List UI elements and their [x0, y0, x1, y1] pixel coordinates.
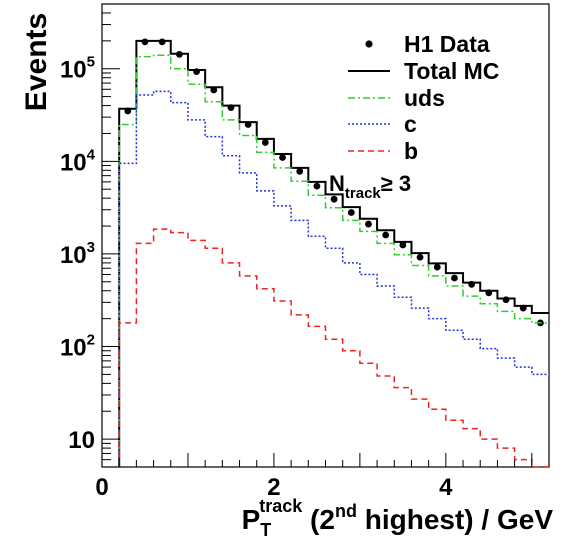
data-point	[141, 38, 149, 46]
data-point	[279, 154, 286, 161]
y-tick-label: 104	[60, 146, 96, 176]
data-point	[313, 182, 321, 190]
data-point	[261, 139, 269, 146]
legend-label: Total MC	[404, 58, 499, 84]
y-tick-label: 10	[68, 427, 95, 454]
x-axis-label: PTtrack (2nd highest) / GeV	[242, 496, 554, 540]
track-count-annotation: Ntrack≥ 3	[329, 171, 411, 202]
data-point	[451, 274, 458, 282]
data-point	[365, 220, 372, 228]
series-layer	[118, 38, 549, 468]
data-point	[330, 195, 338, 203]
series-line-uds	[118, 54, 549, 467]
data-point	[296, 167, 304, 175]
legend-label: b	[404, 138, 418, 164]
x-tick-label: 0	[95, 474, 108, 501]
series-line-total-mc	[118, 39, 549, 467]
series-line-b	[118, 228, 549, 468]
legend-label: c	[404, 111, 417, 137]
data-point	[416, 253, 424, 261]
legend-label: H1 Data	[404, 31, 490, 57]
data-point	[502, 296, 510, 304]
y-tick-label: 105	[60, 54, 95, 84]
legend-marker	[365, 40, 373, 48]
y-tick-label: 103	[60, 239, 95, 269]
y-axis-label: Events	[20, 13, 53, 111]
legend-label: uds	[404, 85, 445, 111]
x-tick-label: 4	[439, 474, 453, 501]
data-point	[347, 209, 355, 216]
data-point	[399, 241, 407, 249]
data-point	[382, 231, 390, 239]
axes: 0 2 4 10 102 103 104 105	[60, 3, 550, 501]
series-line-c	[118, 90, 549, 467]
data-point	[433, 263, 441, 271]
y-tick-label: 102	[60, 332, 95, 362]
x-tick-label: 2	[267, 474, 280, 501]
data-point	[158, 38, 166, 46]
